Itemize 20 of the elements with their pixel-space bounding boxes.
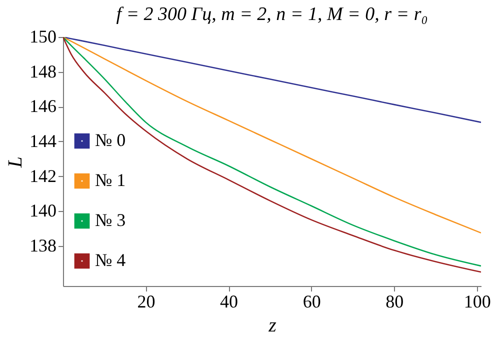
y-tick-label: 148 <box>30 61 56 82</box>
y-tick-label: 150 <box>30 26 56 46</box>
legend-label: № 1 <box>95 170 126 190</box>
x-tick-label: 40 <box>220 292 238 312</box>
x-tick-label: 100 <box>464 292 491 312</box>
legend-label: № 3 <box>95 210 126 230</box>
y-axis-title: L <box>4 156 26 169</box>
x-tick-label: 20 <box>137 292 156 312</box>
y-tick-label: 142 <box>30 166 56 186</box>
x-tick-label: 60 <box>302 292 321 312</box>
legend-label: № 0 <box>95 130 126 150</box>
y-tick-label: 144 <box>30 130 56 151</box>
line-series <box>63 37 481 123</box>
y-tick-label: 138 <box>30 235 56 256</box>
y-tick-label: 140 <box>30 200 56 221</box>
legend-label: № 4 <box>95 250 126 270</box>
x-axis-title: z <box>268 314 277 336</box>
chart-title: f = 2 300 Гц, m = 2, n = 1, M = 0, r = r₀ <box>116 4 428 25</box>
y-tick-label: 146 <box>30 96 56 116</box>
x-tick-label: 80 <box>386 292 404 312</box>
